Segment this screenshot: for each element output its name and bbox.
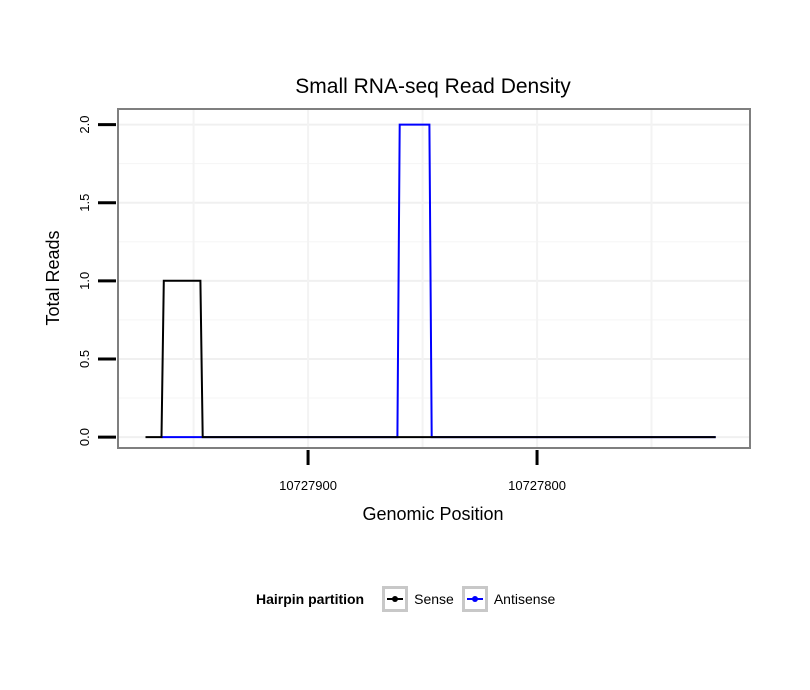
plot-panel	[117, 108, 751, 449]
x-tick-label: 10727800	[508, 478, 566, 493]
legend-item-antisense: Antisense	[461, 586, 556, 612]
legend-label-antisense: Antisense	[493, 591, 556, 607]
y-tick-label: 0.5	[77, 350, 92, 368]
legend: Hairpin partition Sense Antisense	[256, 584, 563, 614]
legend-key-antisense	[461, 586, 488, 612]
x-tick-label: 10727900	[279, 478, 337, 493]
y-tick-label: 1.5	[77, 194, 92, 212]
legend-title: Hairpin partition	[256, 591, 365, 607]
x-axis: 10727900 10727800	[279, 450, 566, 493]
y-tick-label: 0.0	[77, 428, 92, 446]
series-line-sense	[145, 279, 716, 439]
x-axis-label: Genomic Position	[362, 504, 503, 524]
legend-key-sense	[382, 586, 409, 612]
y-axis: 0.0 0.5 1.0 1.5 2.0	[77, 116, 116, 446]
y-tick-label: 1.0	[77, 272, 92, 290]
legend-item-sense: Sense	[382, 586, 454, 612]
y-tick-label: 2.0	[77, 116, 92, 134]
series-layer	[145, 123, 716, 439]
legend-label-sense: Sense	[414, 591, 454, 607]
y-axis-label: Total Reads	[43, 230, 63, 325]
chart-title: Small RNA-seq Read Density	[295, 75, 571, 98]
